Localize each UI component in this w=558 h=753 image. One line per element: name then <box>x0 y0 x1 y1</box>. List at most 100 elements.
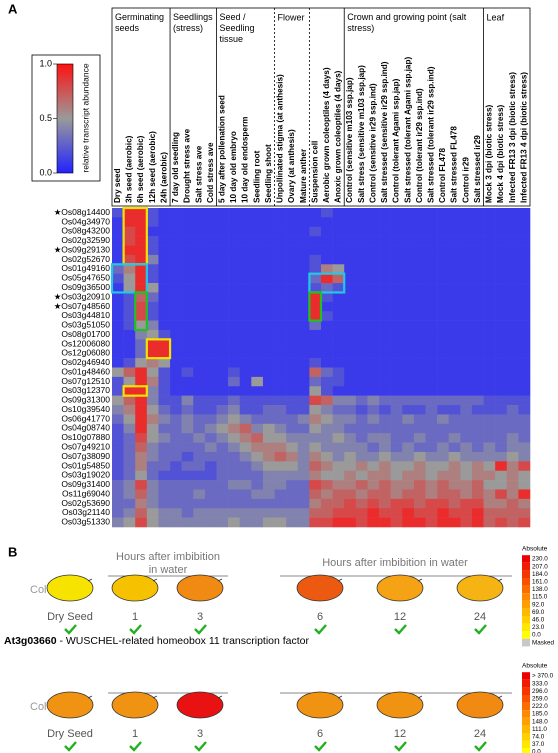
heatmap-cell <box>402 320 415 331</box>
heatmap-cell <box>309 339 322 350</box>
heatmap-cell <box>216 254 229 265</box>
row-label: Os10g07880 <box>61 432 110 442</box>
heatmap-cell <box>437 461 450 472</box>
heatmap-cell <box>390 208 403 218</box>
scale-label: 74.0 <box>532 733 545 740</box>
heatmap-cell <box>367 254 380 265</box>
heatmap-cell <box>170 442 182 453</box>
row-label: Os07g49210 <box>61 442 110 452</box>
heatmap-cell <box>332 423 345 434</box>
column-label: Cold stress ave <box>206 142 215 203</box>
heatmap-cell <box>483 376 496 387</box>
heatmap-cell <box>413 283 426 293</box>
heatmap-cell <box>437 480 450 490</box>
heatmap-cell <box>518 470 531 481</box>
heatmap-cell <box>495 498 508 509</box>
heatmap-cell <box>379 236 391 246</box>
heatmap-cell <box>262 433 275 443</box>
scale-swatch <box>522 710 530 718</box>
heatmap-cell <box>262 405 275 415</box>
heatmap-cell <box>355 395 368 406</box>
heatmap-cell <box>495 386 508 396</box>
heatmap-cell <box>495 236 508 246</box>
heatmap-cell <box>297 217 310 228</box>
heatmap-cell <box>321 423 333 434</box>
heatmap-cell <box>309 254 322 265</box>
heatmap-cell <box>181 236 194 246</box>
scale-label: 161.0 <box>532 578 548 585</box>
column-label: Control (sensitive ir29 ssp.ind) <box>368 83 377 203</box>
heatmap-cell <box>216 508 229 518</box>
heatmap-cell <box>274 376 287 387</box>
heatmap-cell <box>506 236 519 246</box>
heatmap-cell <box>332 489 345 500</box>
heatmap-cell <box>448 217 461 228</box>
heatmap-cell <box>286 236 299 246</box>
scale-label: 37.0 <box>532 741 545 748</box>
heatmap-cell <box>471 208 484 218</box>
heatmap-cell <box>390 226 403 237</box>
heatmap-cell <box>228 442 241 453</box>
checkmark <box>394 624 407 635</box>
scale-label: 184.0 <box>532 571 548 578</box>
heatmap-cell <box>471 245 484 256</box>
heatmap-cell <box>425 451 438 462</box>
heatmap-cell <box>367 442 380 453</box>
heatmap-cell <box>367 451 380 462</box>
heatmap-cell <box>193 301 206 312</box>
heatmap-cell <box>170 386 182 396</box>
scale-label: 69.0 <box>532 609 545 616</box>
heatmap-cell <box>506 470 519 481</box>
heatmap-cell <box>402 329 415 340</box>
heatmap-cell <box>286 470 299 481</box>
heatmap-cell <box>146 264 159 274</box>
heatmap-cell <box>518 386 531 396</box>
heatmap-cell <box>123 311 136 321</box>
time-label: 12 <box>394 728 406 740</box>
heatmap-cell <box>216 395 229 406</box>
heatmap-cell <box>321 367 333 378</box>
heatmap-cell <box>321 405 333 415</box>
heatmap-cell <box>181 273 194 284</box>
heatmap-cell <box>251 508 264 518</box>
heatmap-cell <box>193 461 206 472</box>
heatmap-cell <box>355 414 368 425</box>
heatmap-cell <box>297 405 310 415</box>
heatmap-cell <box>216 498 229 509</box>
heatmap-cell <box>483 414 496 425</box>
heatmap-cell <box>332 311 345 321</box>
heatmap-cell <box>158 470 171 481</box>
heatmap-cell <box>355 442 368 453</box>
heatmap-cell <box>344 480 357 490</box>
heatmap-cell <box>181 301 194 312</box>
heatmap-cell <box>181 329 194 340</box>
heatmap-cell <box>355 329 368 340</box>
heatmap-cell <box>495 254 508 265</box>
heatmap-cell <box>216 480 229 490</box>
heatmap-cell <box>321 339 333 350</box>
heatmap-cell <box>495 470 508 481</box>
heatmap-cell <box>402 292 415 303</box>
heatmap-cell <box>355 245 368 256</box>
heatmap-cell <box>204 217 217 228</box>
heatmap-cell <box>483 217 496 228</box>
heatmap-cell <box>123 442 136 453</box>
heatmap-cell <box>506 395 519 406</box>
heatmap-cell <box>437 498 450 509</box>
heatmap-cell <box>402 414 415 425</box>
heatmap-cell <box>239 442 252 453</box>
heatmap-cell <box>216 376 229 387</box>
heatmap-cell <box>158 329 171 340</box>
heatmap-cell <box>262 283 275 293</box>
heatmap-cell <box>123 451 136 462</box>
heatmap-cell <box>495 226 508 237</box>
checkmark <box>474 741 487 752</box>
column-label: Unpollinated stigma (at anthesis) <box>276 74 285 203</box>
heatmap-cell <box>437 517 450 528</box>
heatmap-cell <box>402 367 415 378</box>
heatmap-cell <box>228 348 241 359</box>
heatmap-cell <box>367 423 380 434</box>
row-label: Os04g08740 <box>61 423 110 433</box>
heatmap-cell <box>518 339 531 350</box>
heatmap-cell <box>170 508 182 518</box>
